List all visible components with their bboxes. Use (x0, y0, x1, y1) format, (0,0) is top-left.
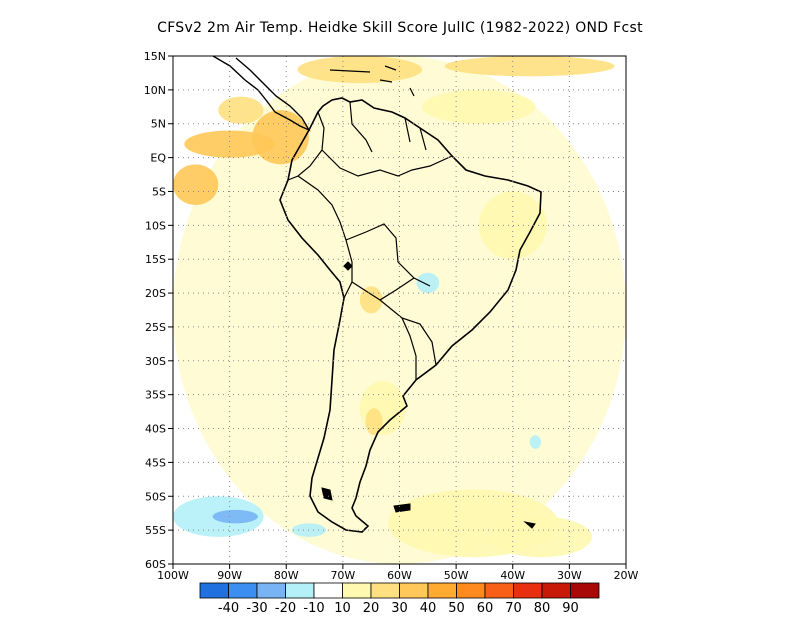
colorbar-label: 70 (505, 601, 522, 616)
lake-and-islands (321, 261, 536, 529)
colorbar-label: 50 (448, 601, 465, 616)
colorbar-swatch (541, 582, 571, 599)
skill-region (173, 164, 219, 206)
skill-region (297, 56, 423, 84)
lat-tick-label: 15S (145, 253, 166, 266)
colorbar-label: -30 (246, 601, 267, 616)
skill-region (416, 272, 440, 294)
skill-region (478, 191, 547, 260)
colorbar-label: -40 (218, 601, 239, 616)
lon-tick-label: 30W (557, 569, 582, 582)
lon-tick-label: 80W (274, 569, 299, 582)
colorbar-swatch (484, 582, 514, 599)
colorbar-label: 90 (562, 601, 579, 616)
lat-tick-label: 10N (144, 84, 166, 97)
skill-region (422, 89, 536, 124)
colorbar-swatch (313, 582, 343, 599)
colorbar-swatch (513, 582, 543, 599)
lat-tick-label: 35S (145, 389, 166, 402)
colorbar-label: 10 (334, 601, 351, 616)
lon-tick-label: 70W (330, 569, 355, 582)
lon-tick-label: 20W (614, 569, 639, 582)
lat-tick-label: 5N (151, 118, 166, 131)
lat-tick-label: 45S (145, 456, 166, 469)
lat-tick-label: 20S (145, 287, 166, 300)
lon-tick-label: 40W (500, 569, 525, 582)
colorbar-swatch (570, 582, 600, 599)
colorbar-swatch (370, 582, 400, 599)
skill-score-field (173, 56, 626, 564)
lat-tick-label: 60S (145, 558, 166, 571)
lon-tick-label: 100W (157, 569, 189, 582)
skill-region (529, 435, 542, 449)
colorbar-swatch (456, 582, 486, 599)
skill-region (365, 408, 383, 436)
colorbar-label: 30 (391, 601, 408, 616)
lat-tick-label: 55S (145, 524, 166, 537)
lon-tick-label: 90W (217, 569, 242, 582)
skill-region (212, 509, 258, 524)
lat-tick-label: 30S (145, 355, 166, 368)
lon-tick-label: 60W (387, 569, 412, 582)
colorbar-swatch (199, 582, 229, 599)
graticule (173, 56, 626, 564)
skill-region (444, 56, 615, 77)
colorbar-swatch (285, 582, 315, 599)
colorbar-label: 40 (420, 601, 437, 616)
colorbar-label: 20 (363, 601, 380, 616)
skill-region (490, 516, 593, 558)
map-title: CFSv2 2m Air Temp. Heidke Skill Score Ju… (157, 20, 643, 36)
colorbar-label: -10 (303, 601, 324, 616)
lon-tick-label: 50W (444, 569, 469, 582)
colorbar-swatch (228, 582, 258, 599)
skill-region (184, 130, 275, 158)
central-america-coastline (212, 56, 311, 132)
colorbar: -40 -30 -20 -10 10 20 30 40 50 60 70 80 90 (199, 582, 600, 616)
lat-tick-label: 15N (144, 50, 166, 63)
colorbar-label: -20 (275, 601, 296, 616)
country-borders (287, 101, 453, 380)
lat-tick-label: EQ (150, 152, 166, 165)
lat-tick-label: 5S (152, 185, 166, 198)
skill-region (359, 286, 383, 314)
colorbar-swatch (399, 582, 429, 599)
lat-tick-label: 25S (145, 321, 166, 334)
longitude-axis: 100W 90W 80W 70W 60W 50W 40W 30W 20W (157, 564, 639, 582)
lat-tick-label: 40S (145, 423, 166, 436)
skill-region (218, 96, 264, 124)
colorbar-label: 80 (534, 601, 551, 616)
colorbar-swatch (342, 582, 372, 599)
colorbar-swatch (256, 582, 286, 599)
lat-tick-label: 50S (145, 490, 166, 503)
colorbar-label: 60 (477, 601, 494, 616)
latitude-axis: 15N 10N 5N EQ 5S 10S 15S 20S 25S 30S 35S 40S 45S 50S 5… (144, 50, 173, 571)
lat-tick-label: 10S (145, 219, 166, 232)
caribbean-islands (329, 65, 415, 97)
colorbar-swatch (427, 582, 457, 599)
